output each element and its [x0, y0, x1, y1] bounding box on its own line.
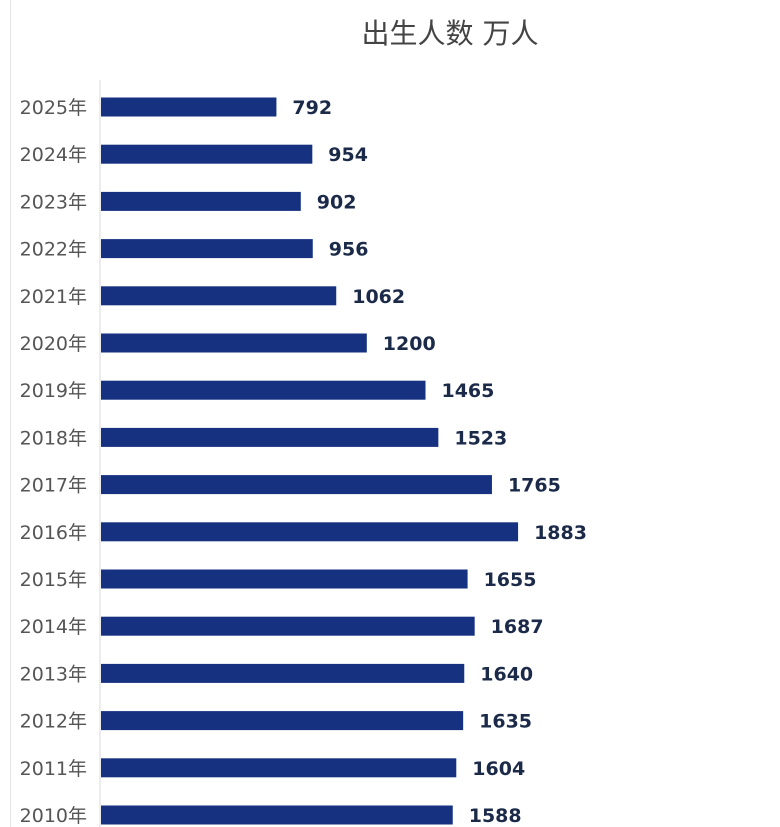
bar	[101, 569, 468, 589]
data-label: 1588	[469, 805, 522, 827]
bar	[101, 144, 313, 164]
y-tick-label: 2020年	[20, 333, 87, 355]
data-label: 902	[317, 191, 357, 213]
bar	[101, 286, 337, 306]
data-label: 954	[328, 144, 368, 166]
bar	[101, 427, 439, 447]
bar	[101, 758, 457, 778]
bar	[101, 711, 464, 731]
bar	[101, 663, 465, 683]
data-label: 1604	[472, 758, 525, 780]
y-tick-label: 2012年	[20, 711, 87, 733]
y-tick-label: 2015年	[20, 569, 87, 591]
y-tick-label: 2018年	[20, 427, 87, 449]
bar	[101, 333, 367, 353]
y-tick-label: 2017年	[20, 475, 87, 497]
data-label: 956	[329, 239, 369, 261]
chart-title: 出生人数 万人	[361, 17, 539, 50]
data-label: 1655	[484, 569, 537, 591]
y-tick-label: 2023年	[20, 191, 87, 213]
data-label: 1200	[383, 333, 436, 355]
left-border	[10, 0, 11, 827]
y-tick-label: 2010年	[20, 805, 87, 827]
y-tick-label: 2024年	[20, 144, 87, 166]
bar	[101, 522, 519, 542]
bar	[101, 191, 301, 211]
data-label: 1523	[454, 427, 507, 449]
data-label: 1687	[491, 616, 544, 638]
y-tick-label: 2019年	[20, 380, 87, 402]
data-label: 792	[292, 97, 332, 119]
data-label: 1635	[479, 711, 532, 733]
data-label: 1465	[441, 380, 494, 402]
bar	[101, 805, 453, 825]
y-tick-label: 2011年	[20, 758, 87, 780]
y-tick-label: 2025年	[20, 97, 87, 119]
data-label: 1765	[508, 475, 561, 497]
data-label: 1883	[534, 522, 587, 544]
y-tick-label: 2016年	[20, 522, 87, 544]
bar	[101, 475, 492, 495]
data-label: 1640	[480, 663, 533, 685]
bar	[101, 97, 277, 117]
bar	[101, 239, 313, 259]
y-tick-label: 2021年	[20, 286, 87, 308]
y-tick-label: 2014年	[20, 616, 87, 638]
data-label: 1062	[352, 286, 405, 308]
bar	[101, 380, 426, 400]
y-tick-label: 2013年	[20, 663, 87, 685]
bar	[101, 616, 475, 636]
y-tick-label: 2022年	[20, 239, 87, 261]
